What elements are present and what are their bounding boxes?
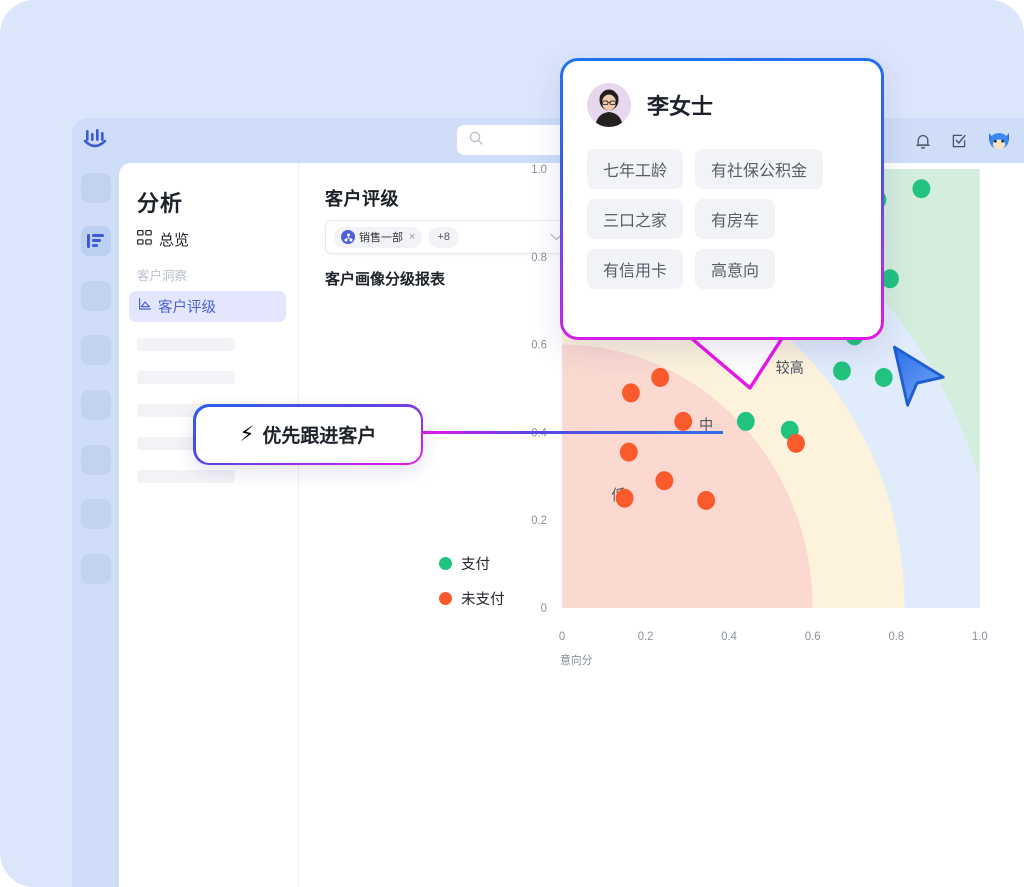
mouse-cursor: [893, 345, 945, 407]
sidebar-item-overview[interactable]: 总览: [137, 229, 189, 250]
search-icon: [469, 131, 483, 150]
data-point[interactable]: [619, 442, 638, 462]
data-point[interactable]: [674, 411, 693, 431]
data-point[interactable]: [697, 490, 716, 510]
legend-item-paid[interactable]: 支付: [439, 553, 505, 574]
tasks-icon[interactable]: [950, 132, 968, 150]
zone-label: 较高: [776, 358, 804, 377]
customer-tag-grid: 七年工龄 有社保公积金 三口之家 有房车 有信用卡 高意向: [587, 149, 857, 289]
profile-header: 李女士: [587, 83, 857, 127]
rail-item-7[interactable]: [81, 499, 111, 529]
legend-dot-unpaid: [439, 592, 452, 605]
data-point[interactable]: [833, 361, 851, 381]
sidebar-item-customer-rating-label: 客户评级: [158, 300, 216, 316]
rail-item-analysis[interactable]: [81, 226, 111, 256]
y-axis-tick: 0.8: [531, 250, 547, 263]
rail-item-8[interactable]: [81, 554, 111, 584]
report-icon: [138, 297, 152, 316]
sidebar-item-customer-rating[interactable]: 客户评级: [129, 291, 286, 322]
customer-tag[interactable]: 有社保公积金: [695, 149, 824, 189]
report-subtitle: 客户画像分级报表: [325, 271, 446, 288]
x-axis-tick: 1.0: [972, 630, 988, 643]
nav-placeholder-5: [137, 470, 235, 483]
analysis-icon: [87, 234, 105, 253]
legend-label-unpaid: 未支付: [461, 592, 505, 608]
customer-avatar: [587, 83, 631, 127]
data-point[interactable]: [651, 368, 670, 388]
department-icon: [341, 230, 355, 244]
callout-label: 优先跟进客户: [262, 426, 377, 447]
app-logo[interactable]: [83, 128, 109, 152]
data-point[interactable]: [881, 269, 899, 289]
user-avatar[interactable]: [986, 130, 1012, 152]
callout-connector-line: [423, 431, 723, 434]
legend-label-paid: 支付: [461, 557, 490, 573]
customer-tag[interactable]: 高意向: [695, 249, 776, 289]
grid-icon: [137, 230, 152, 249]
data-point[interactable]: [736, 411, 755, 431]
legend-item-unpaid[interactable]: 未支付: [439, 588, 505, 609]
customer-tag[interactable]: 有信用卡: [587, 249, 684, 289]
data-point[interactable]: [655, 471, 674, 491]
nav-placeholder-1: [137, 338, 235, 351]
x-axis-tick: 0.8: [888, 630, 904, 643]
x-axis-tick: 0.6: [805, 630, 821, 643]
rail-item-5[interactable]: [81, 390, 111, 420]
data-point[interactable]: [912, 179, 931, 199]
legend-dot-paid: [439, 557, 452, 570]
x-axis-tick: 0: [559, 630, 566, 643]
filter-chip-remove[interactable]: ×: [409, 231, 416, 243]
y-axis-tick: 0: [541, 602, 548, 615]
bell-icon[interactable]: [914, 132, 932, 150]
nav-placeholder-2: [137, 371, 235, 384]
data-point[interactable]: [621, 383, 640, 403]
sidebar-item-overview-label: 总览: [159, 232, 190, 249]
y-axis-tick: 1.0: [531, 163, 547, 176]
zone-band: [561, 344, 813, 608]
data-point[interactable]: [615, 488, 634, 508]
department-filter-select[interactable]: 销售一部 × +8: [325, 220, 573, 254]
lightning-icon: ⚡: [239, 423, 255, 446]
rail-item-4[interactable]: [81, 335, 111, 365]
customer-tag[interactable]: 七年工龄: [587, 149, 684, 189]
customer-name: 李女士: [647, 94, 714, 119]
y-axis-tick: 0.2: [531, 514, 547, 527]
zone-label: 中: [699, 416, 713, 434]
topbar-icon-group: [914, 118, 1012, 163]
filter-chip-department[interactable]: 销售一部 ×: [334, 226, 423, 248]
x-axis-tick: 0.2: [638, 630, 654, 643]
x-axis-label: 意向分: [560, 653, 592, 667]
nav-section-label: 客户洞察: [137, 269, 188, 283]
rail-item-3[interactable]: [81, 281, 111, 311]
main-title: 客户评级: [325, 189, 399, 209]
filter-chip-label: 销售一部: [359, 232, 403, 244]
filter-more-count[interactable]: +8: [428, 226, 459, 248]
y-axis-tick: 0.6: [531, 338, 547, 351]
data-point[interactable]: [874, 368, 893, 388]
customer-profile-card[interactable]: 李女士 七年工龄 有社保公积金 三口之家 有房车 有信用卡 高意向: [560, 58, 884, 340]
customer-tag[interactable]: 有房车: [695, 199, 776, 239]
rail-item-6[interactable]: [81, 445, 111, 475]
x-axis-tick: 0.4: [721, 630, 737, 643]
nav-panel: 分析 总览 客户洞察: [119, 163, 299, 887]
chart-legend: 支付 未支付: [439, 553, 505, 623]
page-title: 分析: [137, 191, 184, 216]
rail-item-1[interactable]: [81, 173, 111, 203]
priority-customer-callout[interactable]: ⚡ 优先跟进客户: [193, 404, 423, 465]
data-point[interactable]: [787, 433, 805, 453]
left-icon-rail: [72, 118, 119, 887]
customer-tag[interactable]: 三口之家: [587, 199, 684, 239]
